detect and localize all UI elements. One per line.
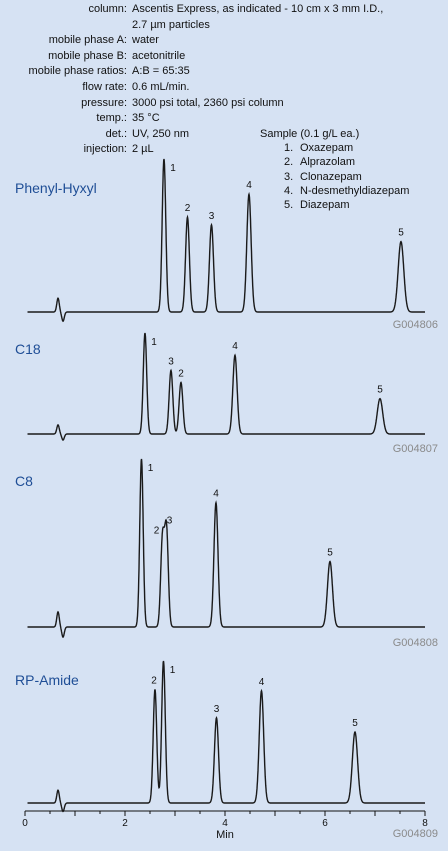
peak-label: 5 <box>327 548 333 559</box>
sample-item: 4. N-desmethyldiazepam <box>284 184 409 198</box>
x-tick-label: 8 <box>422 818 428 829</box>
sample-item-number: 1. <box>284 142 294 155</box>
condition-row: column: Ascentis Express, as indicated - … <box>0 2 448 18</box>
condition-value: 2 µL <box>132 143 154 156</box>
sample-legend: Sample (0.1 g/L ea.) 1. Oxazepam 2. Alpraz… <box>260 127 409 212</box>
condition-key: column: <box>88 3 127 15</box>
sample-item-number: 2. <box>284 156 294 169</box>
trace-line <box>27 458 425 639</box>
peak-label: 3 <box>167 516 173 527</box>
condition-value: 35 °C <box>132 112 160 125</box>
peak-label: 4 <box>232 341 238 352</box>
peak-label: 2 <box>185 203 191 214</box>
condition-row: mobile phase A: water <box>0 33 448 49</box>
panel-label: C18 <box>15 341 41 357</box>
x-tick-label: 6 <box>322 818 328 829</box>
condition-value: Ascentis Express, as indicated - 10 cm x… <box>132 3 384 15</box>
sample-item-number: 3. <box>284 170 294 183</box>
chromatogram-panel: 1 2 3 4 5 Phenyl-Hyxyl G004806 <box>15 158 438 331</box>
x-tick-label: 0 <box>22 818 28 829</box>
sample-item-number: 4. <box>284 184 294 197</box>
condition-value: 3000 psi total, 2360 psi column <box>132 96 284 109</box>
x-tick-label: 4 <box>222 818 228 829</box>
peak-label: 4 <box>259 677 265 688</box>
condition-key: det.: <box>105 127 127 140</box>
condition-value: UV, 250 nm <box>132 127 190 140</box>
condition-value: water <box>132 34 159 47</box>
trace-line <box>27 158 425 323</box>
peak-label: 5 <box>398 228 404 239</box>
peak-label: 2 <box>151 675 157 686</box>
condition-value: 2.7 µm particles <box>132 18 210 31</box>
condition-value: A:B = 65:35 <box>132 65 190 78</box>
condition-row: 2.7 µm particles <box>0 18 448 34</box>
panel-label: C8 <box>15 473 33 489</box>
peak-label: 5 <box>352 718 358 729</box>
sample-item-name: Alprazolam <box>300 156 356 169</box>
condition-key: mobile phase B: <box>48 49 127 62</box>
sample-item: 3. Clonazepam <box>284 170 409 184</box>
peak-label: 4 <box>213 489 219 500</box>
sample-item: 5. Diazepam <box>284 198 409 212</box>
sample-item-name: Clonazepam <box>300 170 362 183</box>
trace-line <box>27 660 425 813</box>
condition-key: temp.: <box>96 112 127 125</box>
figure-code: G004806 <box>393 319 438 331</box>
panel-label: RP-Amide <box>15 672 79 688</box>
figure-code: G004808 <box>393 637 438 649</box>
figure-code: G004809 <box>393 828 438 840</box>
peak-label: 1 <box>170 163 176 174</box>
condition-key: injection: <box>83 143 127 156</box>
condition-key: mobile phase ratios: <box>28 65 127 78</box>
condition-row: flow rate: 0.6 mL/min. <box>0 80 448 96</box>
chromatogram-panel: 132 4 5 C18 G004807 <box>15 332 438 455</box>
sample-title: Sample (0.1 g/L ea.) <box>260 128 360 140</box>
peak-label: 1 <box>151 337 157 348</box>
sample-list: 1. Oxazepam 2. Alprazolam 3. Clonazepam 4. N… <box>260 141 409 212</box>
peak-label: 3 <box>168 356 174 367</box>
panel-label: Phenyl-Hyxyl <box>15 180 97 196</box>
condition-row: injection: 2 µL <box>0 142 448 158</box>
condition-row: det.: UV, 250 nm <box>0 127 448 143</box>
x-axis-label: Min <box>216 829 234 841</box>
condition-key: flow rate: <box>82 80 127 93</box>
peak-label: 3 <box>214 704 220 715</box>
x-tick-label: 2 <box>122 818 128 829</box>
condition-row: temp.: 35 °C <box>0 111 448 127</box>
condition-key: pressure: <box>81 96 127 109</box>
sample-item: 2. Alprazolam <box>284 155 409 169</box>
peak-label: 5 <box>377 385 383 396</box>
peak-label: 2 <box>178 369 184 380</box>
chromatogram-panel: 2 1 3 4 5 RP-Amide G004809 <box>15 660 438 840</box>
condition-row: mobile phase B: acetonitrile <box>0 49 448 65</box>
peak-label: 3 <box>209 211 215 222</box>
figure-code: G004807 <box>393 443 438 455</box>
peak-label: 1 <box>170 665 176 676</box>
condition-key: mobile phase A: <box>48 34 127 47</box>
peak-label: 1 <box>148 463 154 474</box>
condition-row: pressure: 3000 psi total, 2360 psi column <box>0 96 448 112</box>
peak-label: 4 <box>246 180 252 191</box>
condition-value: 0.6 mL/min. <box>132 80 190 93</box>
sample-item-number: 5. <box>284 199 294 212</box>
condition-row: mobile phase ratios: A:B = 65:35 <box>0 64 448 80</box>
sample-item-name: Oxazepam <box>300 142 354 155</box>
trace-line <box>27 332 425 442</box>
conditions-block: column: Ascentis Express, as indicated - … <box>0 2 448 158</box>
sample-item-name: Diazepam <box>300 199 350 212</box>
sample-item-name: N-desmethyldiazepam <box>300 184 410 197</box>
condition-value: acetonitrile <box>132 49 186 62</box>
sample-item: 1. Oxazepam <box>284 141 409 155</box>
peak-label: 2 <box>154 526 160 537</box>
